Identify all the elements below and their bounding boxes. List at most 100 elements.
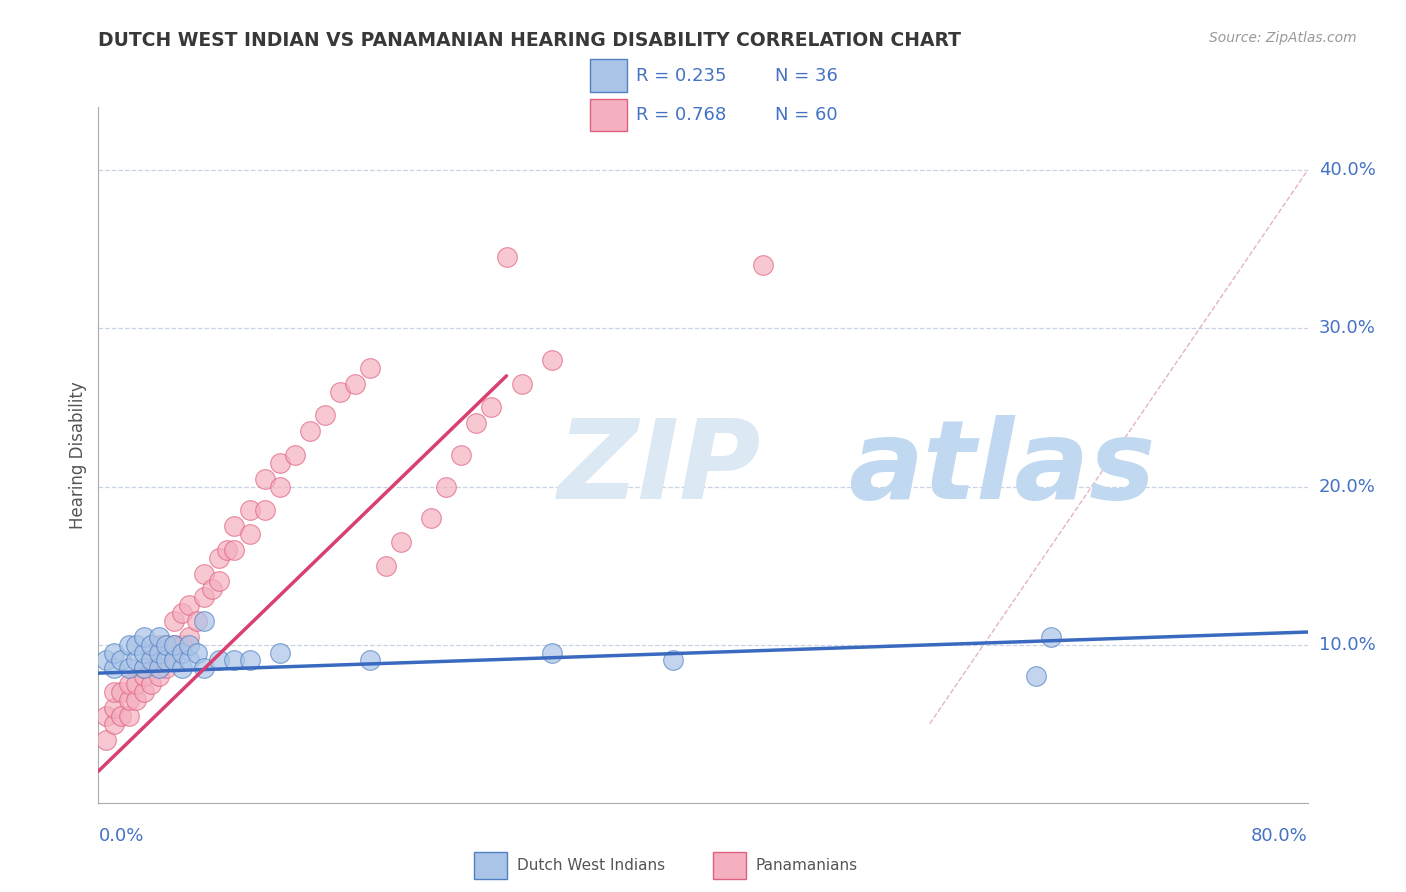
- Point: [253, 503, 276, 517]
- Point: [103, 661, 125, 675]
- Point: [132, 661, 155, 675]
- Text: Dutch West Indians: Dutch West Indians: [516, 858, 665, 872]
- Point: [110, 708, 132, 723]
- Point: [186, 614, 208, 628]
- Point: [103, 685, 125, 699]
- Point: [163, 638, 186, 652]
- Point: [465, 417, 488, 431]
- Text: 10.0%: 10.0%: [1319, 636, 1375, 654]
- Point: [132, 669, 155, 683]
- Point: [752, 258, 775, 272]
- Point: [155, 653, 177, 667]
- Point: [94, 708, 117, 723]
- Text: 80.0%: 80.0%: [1251, 827, 1308, 845]
- Point: [239, 527, 262, 541]
- Point: [94, 732, 117, 747]
- Y-axis label: Hearing Disability: Hearing Disability: [69, 381, 87, 529]
- Point: [163, 614, 186, 628]
- Point: [141, 653, 163, 667]
- Point: [269, 646, 291, 660]
- Point: [103, 701, 125, 715]
- Point: [170, 638, 193, 652]
- Point: [118, 693, 141, 707]
- Text: R = 0.768: R = 0.768: [636, 106, 727, 124]
- Point: [269, 456, 291, 470]
- Point: [155, 661, 177, 675]
- Point: [224, 542, 246, 557]
- Point: [481, 401, 503, 415]
- Point: [193, 661, 215, 675]
- Point: [170, 661, 193, 675]
- Text: N = 60: N = 60: [775, 106, 838, 124]
- Point: [132, 630, 155, 644]
- Point: [103, 646, 125, 660]
- Point: [132, 646, 155, 660]
- Point: [141, 677, 163, 691]
- Point: [224, 653, 246, 667]
- Text: Panamanians: Panamanians: [755, 858, 858, 872]
- Point: [314, 409, 336, 423]
- Point: [253, 472, 276, 486]
- Point: [132, 685, 155, 699]
- Point: [329, 384, 352, 399]
- Bar: [589, 60, 627, 92]
- Point: [360, 360, 382, 375]
- Point: [148, 669, 170, 683]
- Point: [132, 661, 155, 675]
- Point: [125, 638, 148, 652]
- Point: [141, 653, 163, 667]
- Point: [269, 479, 291, 493]
- Point: [450, 448, 472, 462]
- Text: 20.0%: 20.0%: [1319, 477, 1375, 496]
- Point: [177, 653, 201, 667]
- Point: [118, 677, 141, 691]
- Point: [163, 653, 186, 667]
- Text: 30.0%: 30.0%: [1319, 319, 1375, 337]
- Point: [148, 646, 170, 660]
- Point: [389, 534, 412, 549]
- Point: [177, 598, 201, 612]
- Point: [193, 614, 215, 628]
- Point: [186, 646, 208, 660]
- Point: [125, 653, 148, 667]
- Point: [510, 376, 533, 391]
- Point: [201, 582, 224, 597]
- Point: [110, 685, 132, 699]
- Point: [170, 606, 193, 620]
- Point: [239, 653, 262, 667]
- Point: [360, 653, 382, 667]
- Point: [419, 511, 441, 525]
- Point: [155, 638, 177, 652]
- Text: ZIP: ZIP: [558, 416, 762, 523]
- Point: [163, 653, 186, 667]
- Point: [170, 646, 193, 660]
- Point: [239, 503, 262, 517]
- Point: [1024, 669, 1046, 683]
- Point: [118, 708, 141, 723]
- Text: Source: ZipAtlas.com: Source: ZipAtlas.com: [1209, 31, 1357, 45]
- Point: [177, 638, 201, 652]
- Point: [118, 661, 141, 675]
- Point: [374, 558, 396, 573]
- Point: [434, 479, 457, 493]
- Point: [540, 646, 562, 660]
- Point: [148, 630, 170, 644]
- Point: [148, 661, 170, 675]
- Bar: [713, 852, 747, 879]
- Text: DUTCH WEST INDIAN VS PANAMANIAN HEARING DISABILITY CORRELATION CHART: DUTCH WEST INDIAN VS PANAMANIAN HEARING …: [98, 31, 962, 50]
- Point: [208, 574, 231, 589]
- Point: [163, 638, 186, 652]
- Text: 40.0%: 40.0%: [1319, 161, 1375, 179]
- Point: [299, 424, 322, 438]
- Point: [208, 653, 231, 667]
- Point: [344, 376, 367, 391]
- Point: [177, 630, 201, 644]
- Point: [125, 693, 148, 707]
- Point: [110, 653, 132, 667]
- Text: atlas: atlas: [848, 416, 1156, 523]
- Point: [193, 566, 215, 581]
- Text: N = 36: N = 36: [775, 67, 838, 85]
- Point: [148, 638, 170, 652]
- Point: [125, 677, 148, 691]
- Point: [141, 638, 163, 652]
